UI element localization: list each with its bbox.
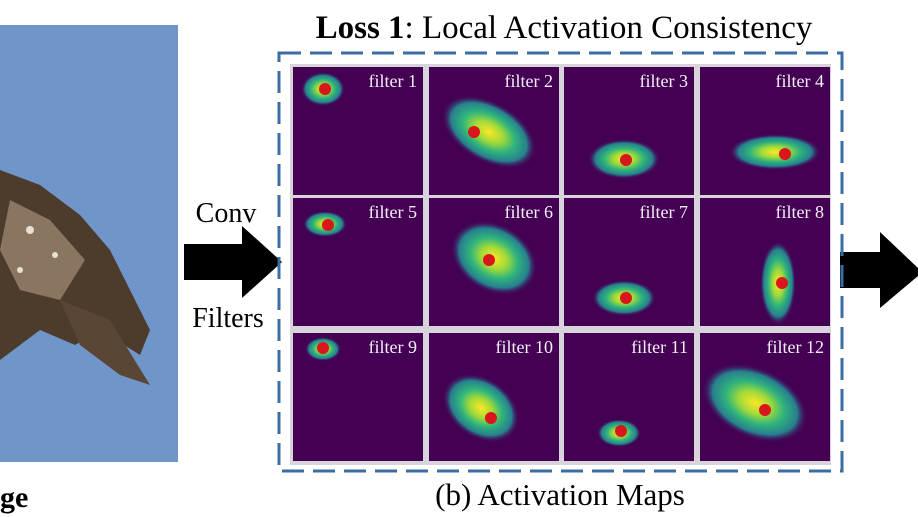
- loss-title-bold: Loss 1: [316, 10, 405, 46]
- activation-map: filter 2: [429, 67, 559, 195]
- filter-label: filter 10: [496, 337, 553, 357]
- filter-label: filter 7: [640, 202, 688, 222]
- activation-map: filter 4: [700, 67, 830, 195]
- peak-dot: [483, 254, 495, 266]
- arrow: [840, 232, 918, 308]
- peak-dot: [322, 219, 334, 231]
- peak-dot: [468, 126, 480, 138]
- activation-map: filter 11: [564, 333, 694, 461]
- peak-dot: [620, 292, 632, 304]
- peak-dot: [485, 412, 497, 424]
- filter-label: filter 6: [505, 202, 553, 222]
- activation-map: filter 5: [293, 198, 423, 326]
- filter-label: filter 12: [767, 337, 824, 357]
- activation-map: filter 6: [429, 198, 559, 326]
- activation-map: filter 9: [293, 333, 423, 461]
- filter-label: filter 11: [631, 337, 688, 357]
- peak-dot: [759, 404, 771, 416]
- activation-map: filter 12: [700, 333, 830, 461]
- activation-map: filter 3: [564, 67, 694, 195]
- activation-blob: [729, 134, 821, 170]
- activation-grid: filter 1 filter 2 filter 3 filter 4 filter 5…: [293, 67, 830, 461]
- filter-label: filter 8: [776, 202, 824, 222]
- image-caption: ge: [0, 481, 28, 514]
- peak-dot: [317, 342, 329, 354]
- activation-map: filter 10: [429, 333, 559, 461]
- loss-title: Loss 1: Local Activation Consistency: [316, 10, 813, 46]
- activation-blob: [702, 363, 808, 443]
- activation-map: filter 8: [700, 198, 830, 326]
- dashed-box: [277, 51, 844, 473]
- filter-label: filter 1: [369, 71, 417, 91]
- activation-blob: [441, 95, 537, 169]
- peak-dot: [620, 154, 632, 166]
- loss-title-rest: : Local Activation Consistency: [405, 10, 813, 46]
- map-background: [700, 67, 830, 195]
- filter-label: filter 9: [369, 337, 417, 357]
- filter-label: filter 4: [776, 71, 824, 91]
- arrow-label: Filters: [192, 303, 264, 334]
- panel-caption: (b) Activation Maps: [435, 477, 685, 512]
- peak-dot: [776, 277, 788, 289]
- input-image: [0, 25, 178, 462]
- peak-dot: [779, 148, 791, 160]
- activation-map: filter 1: [293, 67, 423, 195]
- arrow: [184, 226, 282, 298]
- filter-label: filter 2: [505, 71, 553, 91]
- arrow-label: Conv: [196, 198, 257, 229]
- filter-label: filter 3: [640, 71, 688, 91]
- peak-dot: [615, 425, 627, 437]
- filter-label: filter 5: [369, 202, 417, 222]
- activation-map: filter 7: [564, 198, 694, 326]
- peak-dot: [319, 83, 331, 95]
- activation-blob: [442, 373, 520, 443]
